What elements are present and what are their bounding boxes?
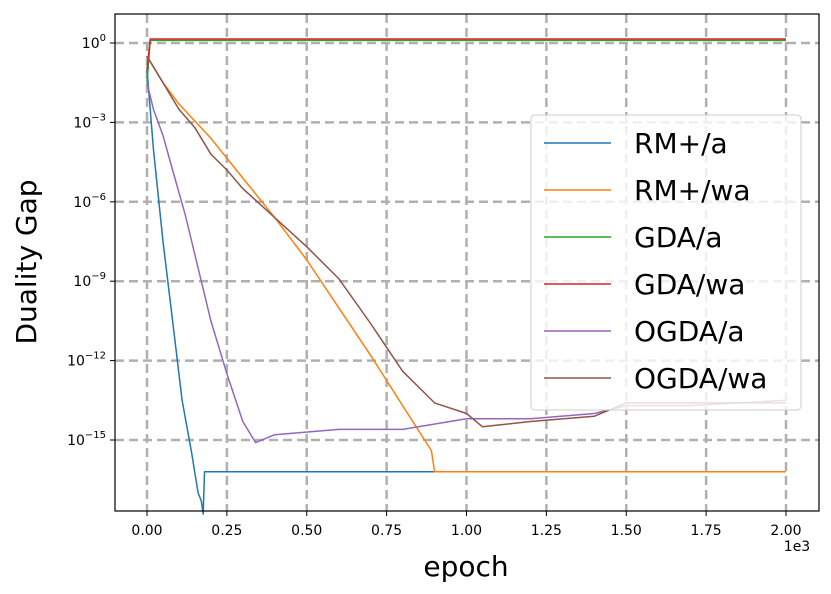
x-tick-label: 0.75 [371, 523, 402, 539]
y-tick-label: 10−9 [73, 271, 106, 290]
legend: RM+/a RM+/wa GDA/a GDA/wa OGDA/a OGDA/wa [530, 114, 802, 411]
grid-lines [115, 14, 819, 511]
x-tick-label: 0.00 [131, 523, 162, 539]
x-tick-label: 1.50 [611, 523, 642, 539]
y-tick-label: 10−12 [67, 351, 106, 370]
x-scale-label: 1e3 [784, 539, 810, 555]
legend-label: RM+/a [634, 127, 728, 160]
legend-label: GDA/a [634, 221, 723, 254]
series-line [146, 82, 787, 444]
legend-label: OGDA/a [634, 315, 745, 348]
legend-box [530, 114, 802, 411]
y-tick-label: 10−3 [73, 112, 106, 131]
y-tick-label: 10−6 [73, 192, 106, 211]
x-tick-label: 2.00 [770, 523, 801, 539]
x-axis-ticks: 0.00 0.25 0.50 0.75 1.00 1.25 1.50 1.75 2.00 [131, 511, 802, 539]
series-line [146, 69, 786, 515]
x-tick-label: 1.25 [531, 523, 562, 539]
legend-label: OGDA/wa [634, 362, 767, 395]
x-tick-label: 1.75 [691, 523, 722, 539]
series-line [146, 55, 786, 473]
series-line [146, 55, 786, 428]
y-tick-label: 100 [82, 33, 106, 52]
legend-label: GDA/wa [634, 268, 745, 301]
x-tick-label: 0.25 [211, 523, 242, 539]
x-tick-label: 1.00 [451, 523, 482, 539]
legend-label: RM+/wa [634, 174, 751, 207]
y-axis-ticks: 100 10−3 10−6 10−9 10−12 10−15 [67, 33, 115, 449]
y-tick-label: 10−15 [67, 430, 106, 449]
x-axis-label: epoch [423, 550, 508, 583]
x-tick-label: 0.50 [291, 523, 322, 539]
series-lines [146, 38, 787, 515]
y-axis-label: Duality Gap [10, 179, 43, 344]
